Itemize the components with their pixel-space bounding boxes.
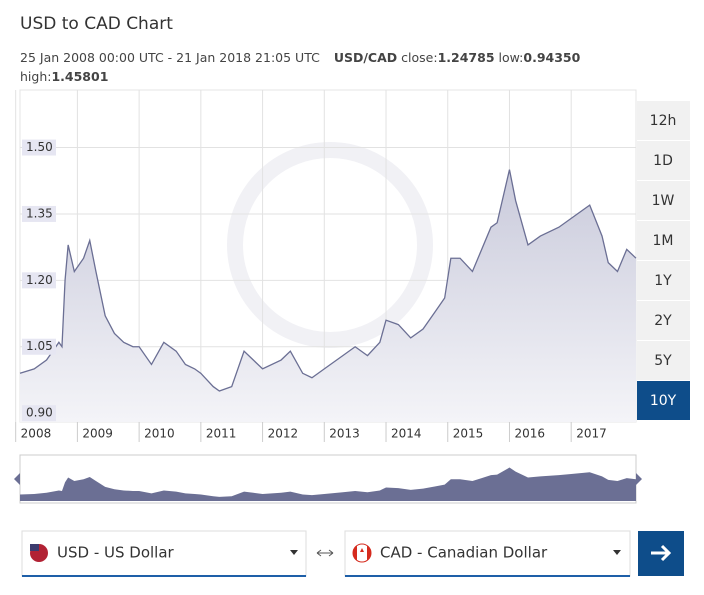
- y-tick-box: [22, 205, 56, 222]
- close-label: close:: [401, 50, 437, 65]
- period-button[interactable]: [637, 221, 690, 260]
- x-tick-label: 2010: [144, 427, 175, 441]
- x-tick-label: 2013: [329, 427, 360, 441]
- navigator-area: [20, 467, 636, 501]
- period-button[interactable]: [637, 341, 690, 380]
- period-label[interactable]: 2Y: [654, 313, 672, 329]
- to-currency[interactable]: CAD - Canadian Dollar: [380, 544, 548, 562]
- line: [19, 169, 637, 392]
- period-button[interactable]: [637, 261, 690, 300]
- y-tick-label: 1.05: [26, 339, 53, 353]
- period-label[interactable]: 1Y: [654, 273, 672, 289]
- to-select[interactable]: [344, 530, 631, 577]
- area: [20, 169, 636, 422]
- y-tick-box: [22, 272, 56, 289]
- title: USD to CAD Chart: [20, 14, 173, 34]
- period-label[interactable]: 1M: [653, 233, 674, 249]
- y-tick-label: 1.20: [26, 273, 53, 287]
- y-tick-box: [22, 405, 56, 422]
- summary-high: high:1.45801: [20, 69, 108, 84]
- x-tick-label: 2011: [206, 427, 237, 441]
- close-value: 1.24785: [438, 50, 495, 65]
- x-tick-label: 2017: [576, 427, 607, 441]
- ca-flag-parts: [353, 545, 372, 561]
- high-label: high:: [20, 69, 51, 84]
- y-tick-box: [22, 139, 56, 156]
- y-tick-label: 1.35: [26, 206, 53, 220]
- period-button[interactable]: [637, 181, 690, 220]
- x-tick-label: 2012: [268, 427, 299, 441]
- watermark: [227, 142, 433, 348]
- us-flag-canton: [30, 544, 39, 551]
- period-button[interactable]: [637, 301, 690, 340]
- period-button[interactable]: [637, 101, 690, 140]
- from-currency[interactable]: USD - US Dollar: [57, 544, 175, 562]
- convert-arrow: [651, 544, 672, 562]
- x-tick-label: 2014: [391, 427, 422, 441]
- dropdown-caret: [613, 550, 621, 555]
- pair: USD/CAD: [334, 50, 397, 65]
- period-button[interactable]: [637, 141, 690, 180]
- range: 25 Jan 2008 00:00 UTC - 21 Jan 2018 21:0…: [20, 50, 320, 65]
- x-tick-label: 2016: [514, 427, 545, 441]
- period-label[interactable]: 1D: [653, 153, 673, 169]
- period-label[interactable]: 10Y: [650, 393, 677, 409]
- x-tick-label: 2015: [453, 427, 484, 441]
- high-value: 1.45801: [51, 69, 108, 84]
- y-tick-label: 0.90: [26, 406, 53, 420]
- low-value: 0.94350: [523, 50, 580, 65]
- y-tick-box: [22, 338, 56, 355]
- period-label[interactable]: 12h: [650, 113, 677, 129]
- period-button[interactable]: [637, 381, 690, 420]
- low-label: low:: [499, 50, 524, 65]
- x-tick-label: 2009: [82, 427, 113, 441]
- dropdown-caret: [290, 550, 298, 555]
- period-label[interactable]: 5Y: [654, 353, 672, 369]
- summary: 25 Jan 2008 00:00 UTC - 21 Jan 2018 21:0…: [20, 50, 581, 65]
- period-label[interactable]: 1W: [652, 193, 675, 209]
- x-tick-label: 2008: [21, 427, 52, 441]
- y-tick-label: 1.50: [26, 140, 53, 154]
- from-select[interactable]: [21, 530, 307, 577]
- swap-icon[interactable]: [316, 549, 334, 557]
